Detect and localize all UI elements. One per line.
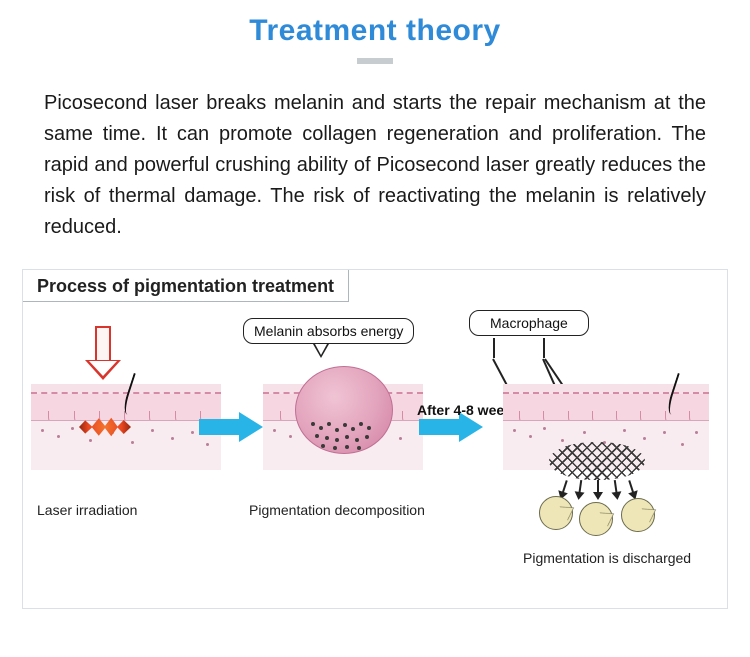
small-arrow-icon (628, 480, 635, 498)
laser-arrow-icon (85, 326, 121, 382)
stage3-caption: Pigmentation is discharged (523, 550, 691, 566)
pigment-particles (309, 420, 379, 450)
macrophage-icon (579, 502, 613, 536)
small-arrow-icon (614, 480, 618, 498)
small-arrow-icon (560, 480, 567, 498)
callout-melanin: Melanin absorbs energy (243, 318, 414, 344)
macrophage-icon (539, 496, 573, 530)
skin-block-1 (31, 384, 221, 474)
stage2-caption: Pigmentation decomposition (249, 502, 425, 518)
stage1-caption: Laser irradiation (37, 502, 137, 518)
callout-melanin-tail (313, 344, 329, 358)
callout-line (543, 338, 545, 358)
arrow-icon (199, 412, 263, 442)
callout-line (493, 338, 495, 358)
macrophage-icon (621, 498, 655, 532)
diagram-header: Process of pigmentation treatment (23, 270, 349, 302)
small-arrow-icon (578, 480, 582, 498)
diagram-canvas: Melanin absorbs energy Macrophage (23, 302, 727, 592)
callout-macrophage: Macrophage (469, 310, 589, 336)
pigment-mesh (549, 442, 645, 480)
diagram-container: Process of pigmentation treatment Melani… (22, 269, 728, 609)
description-text: Picosecond laser breaks melanin and star… (0, 64, 750, 261)
small-arrow-icon (597, 480, 599, 498)
page-title: Treatment theory (0, 14, 750, 48)
